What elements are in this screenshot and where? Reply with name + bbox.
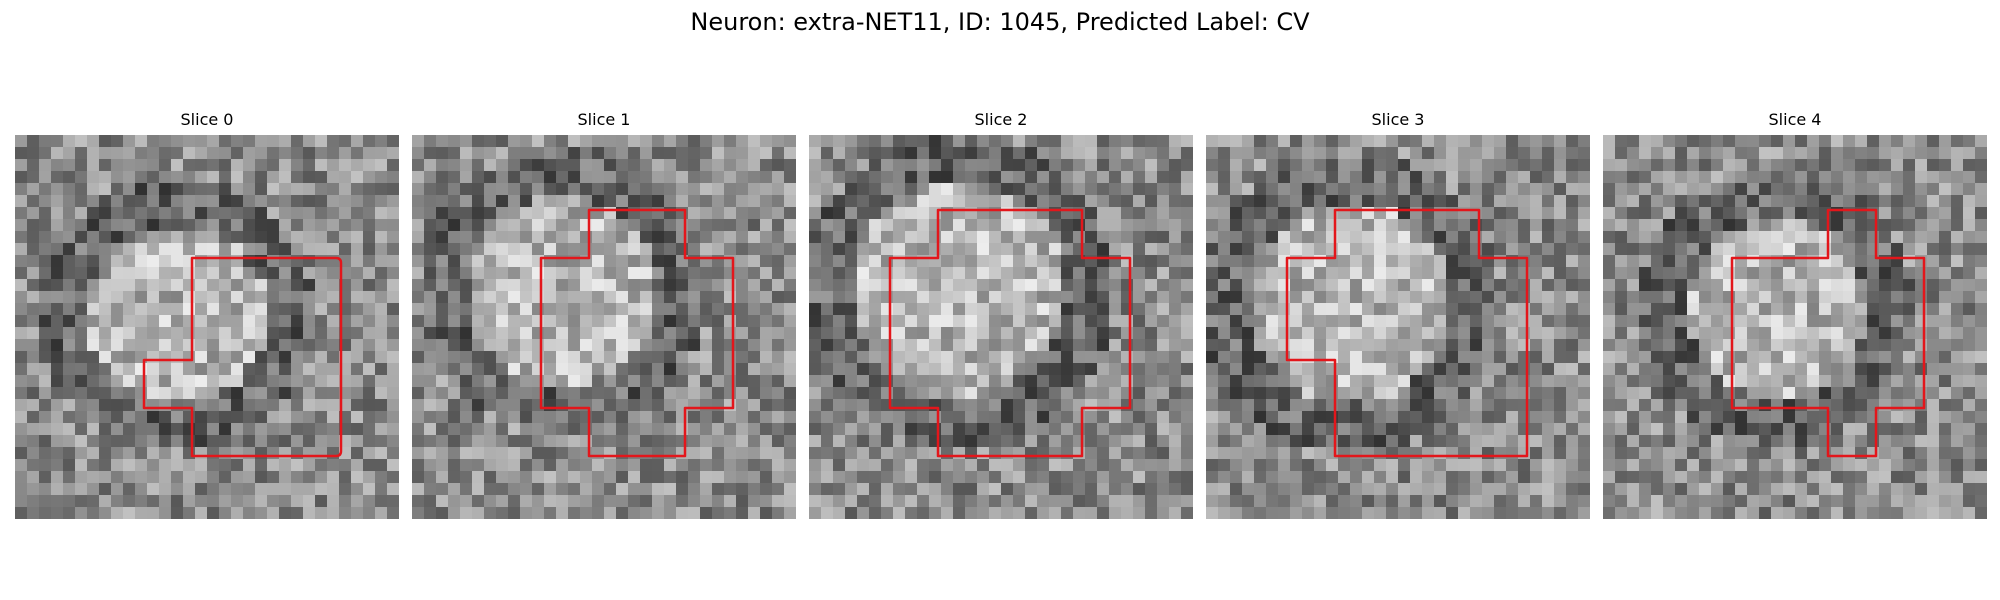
slice-title: Slice 3 (1371, 110, 1425, 129)
slice-title: Slice 4 (1768, 110, 1822, 129)
slice-title: Slice 0 (180, 110, 234, 129)
roi-outline (888, 208, 1132, 458)
roi-outline (1730, 208, 1926, 458)
slice-image (1206, 135, 1590, 519)
roi-outline (142, 256, 343, 458)
slice-image (809, 135, 1193, 519)
slice-title: Slice 1 (577, 110, 631, 129)
slice-image (1603, 135, 1987, 519)
slice-title: Slice 2 (974, 110, 1028, 129)
slice-image (15, 135, 399, 519)
roi-outline (1285, 208, 1529, 458)
figure-title: Neuron: extra-NET11, ID: 1045, Predicted… (690, 8, 1310, 36)
slice-image (412, 135, 796, 519)
roi-outline (539, 208, 735, 458)
